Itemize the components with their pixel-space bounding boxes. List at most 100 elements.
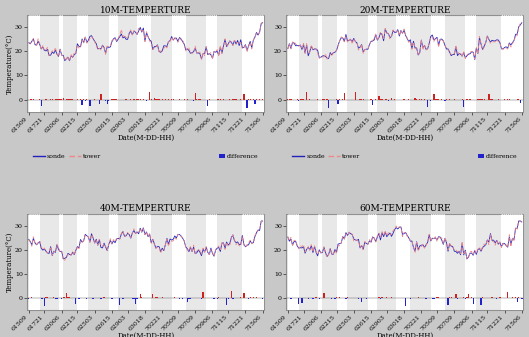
Bar: [459, 99, 460, 100]
sonde: [285, 235, 291, 239]
Bar: [53, 99, 54, 100]
Bar: [477, 298, 479, 299]
Bar: [193, 99, 194, 100]
Bar: [188, 298, 189, 299]
tower: [363, 47, 370, 51]
Bar: [341, 99, 342, 100]
Bar: [344, 93, 345, 99]
Bar: [457, 99, 458, 100]
Bar: [136, 298, 138, 299]
Bar: [503, 99, 504, 100]
Legend: difference: difference: [476, 151, 521, 161]
Bar: [81, 99, 83, 105]
Bar: [177, 298, 179, 299]
Bar: [336, 15, 348, 112]
sonde: [464, 257, 470, 261]
Bar: [59, 15, 63, 112]
Bar: [425, 298, 427, 299]
Bar: [152, 294, 153, 298]
Bar: [171, 15, 186, 112]
Bar: [262, 298, 263, 299]
Bar: [89, 99, 90, 106]
Bar: [331, 298, 332, 299]
Bar: [436, 297, 437, 298]
sonde: [66, 59, 72, 63]
sonde: [417, 244, 423, 248]
tower: [446, 241, 453, 245]
Bar: [288, 15, 299, 112]
sonde: [479, 245, 486, 249]
Bar: [405, 298, 406, 306]
Legend: difference: difference: [216, 151, 261, 161]
X-axis label: Date(M-DD-HH): Date(M-DD-HH): [376, 133, 433, 142]
tower: [260, 21, 266, 25]
Bar: [388, 99, 389, 101]
Bar: [427, 99, 428, 107]
tower: [479, 47, 486, 51]
Bar: [201, 99, 202, 100]
Bar: [414, 98, 416, 99]
sonde: [377, 31, 384, 35]
Bar: [432, 298, 433, 299]
Bar: [391, 297, 392, 298]
Bar: [518, 297, 519, 298]
Bar: [130, 298, 131, 299]
Bar: [466, 297, 468, 298]
Bar: [307, 298, 309, 299]
Bar: [104, 99, 105, 100]
sonde: [150, 237, 156, 241]
Bar: [389, 99, 390, 100]
Bar: [302, 298, 303, 303]
Bar: [471, 297, 472, 298]
Bar: [336, 297, 337, 298]
sonde: [417, 51, 423, 55]
Bar: [422, 99, 424, 100]
Bar: [496, 298, 497, 299]
tower: [150, 238, 156, 242]
Bar: [298, 298, 299, 304]
Bar: [109, 15, 118, 112]
Bar: [47, 297, 48, 298]
Bar: [480, 298, 482, 305]
Bar: [256, 297, 257, 298]
Bar: [66, 293, 67, 298]
Bar: [306, 92, 307, 99]
Bar: [499, 297, 500, 298]
Bar: [364, 99, 366, 100]
Bar: [501, 15, 523, 112]
Bar: [101, 298, 102, 299]
Bar: [292, 99, 293, 100]
Bar: [105, 99, 106, 100]
Line: sonde: sonde: [29, 23, 263, 61]
sonde: [25, 40, 32, 44]
Bar: [323, 293, 325, 298]
Bar: [206, 214, 217, 310]
tower: [220, 45, 226, 49]
sonde: [362, 48, 368, 52]
Bar: [196, 298, 197, 299]
Bar: [108, 99, 110, 101]
Bar: [133, 298, 134, 299]
Bar: [62, 297, 64, 298]
Bar: [485, 99, 486, 100]
Bar: [64, 99, 66, 100]
Bar: [28, 298, 29, 299]
Bar: [448, 298, 449, 305]
Bar: [361, 298, 362, 302]
Bar: [501, 214, 523, 310]
Bar: [318, 298, 320, 299]
tower: [260, 219, 266, 223]
Bar: [334, 99, 335, 100]
Bar: [359, 298, 361, 299]
Bar: [368, 15, 377, 112]
Bar: [119, 99, 121, 100]
Line: sonde: sonde: [29, 221, 263, 259]
Bar: [41, 99, 42, 106]
Bar: [31, 297, 32, 298]
tower: [120, 35, 126, 39]
Bar: [49, 298, 50, 299]
Bar: [457, 298, 458, 299]
Bar: [468, 294, 469, 298]
Bar: [433, 298, 434, 299]
Bar: [433, 94, 434, 99]
